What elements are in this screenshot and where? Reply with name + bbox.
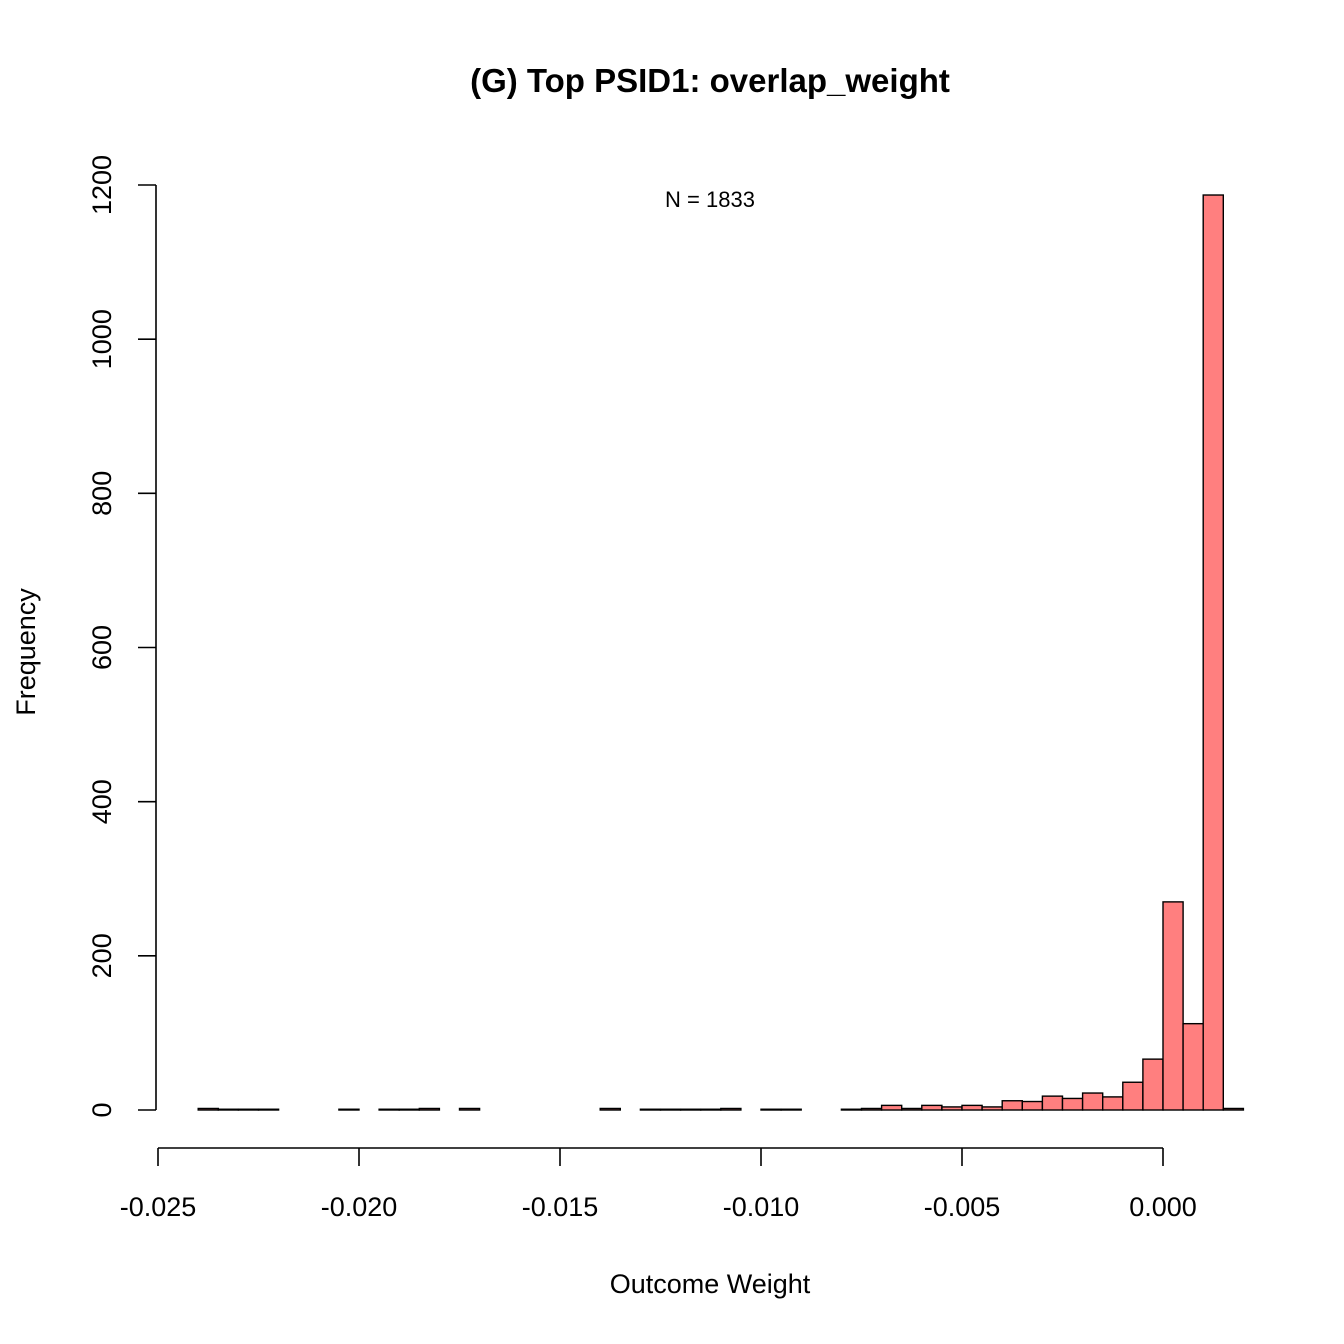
- histogram-bar: [1162, 901, 1184, 1111]
- histogram-bar: [1122, 1081, 1144, 1111]
- histogram-bar: [398, 1108, 421, 1111]
- y-tick-label: 600: [87, 625, 117, 670]
- y-tick-label: 400: [87, 779, 117, 824]
- histogram-bar: [1202, 194, 1224, 1111]
- histogram-bar: [1222, 1107, 1245, 1111]
- histogram-bar: [679, 1108, 702, 1111]
- histogram-bar: [1081, 1092, 1104, 1111]
- histogram-bar: [860, 1107, 883, 1111]
- histogram-bar: [378, 1108, 400, 1111]
- histogram-bar: [941, 1106, 963, 1111]
- n-annotation: N = 1833: [665, 187, 755, 212]
- histogram-bar: [338, 1108, 360, 1111]
- histogram-bar: [217, 1108, 240, 1111]
- x-tick-label: -0.015: [522, 1192, 599, 1222]
- histogram-bar: [257, 1108, 280, 1111]
- y-axis: 0 200 400 600 800 1000 1200: [87, 155, 157, 1118]
- histogram-bar: [659, 1108, 682, 1111]
- y-tick-label: 200: [87, 933, 117, 978]
- y-axis-label: Frequency: [11, 588, 41, 716]
- histogram-bar: [639, 1108, 662, 1111]
- histogram-bar: [1142, 1058, 1164, 1111]
- x-tick-label: -0.005: [924, 1192, 1001, 1222]
- histogram-bar: [1061, 1097, 1084, 1111]
- y-tick-label: 1000: [87, 309, 117, 369]
- y-tick-label: 1200: [87, 155, 117, 215]
- histogram-bar: [981, 1106, 1003, 1111]
- histogram-bar: [901, 1107, 923, 1111]
- x-axis-label: Outcome Weight: [610, 1269, 811, 1299]
- histogram-bar: [418, 1107, 441, 1111]
- histogram-bar: [700, 1108, 722, 1111]
- histogram-bar: [780, 1108, 802, 1111]
- histogram-bar: [880, 1104, 903, 1111]
- histogram-bar: [458, 1107, 481, 1111]
- x-axis: -0.025 -0.020 -0.015 -0.010 -0.005 0.000: [120, 1147, 1197, 1222]
- x-tick-label: 0.000: [1129, 1192, 1197, 1222]
- histogram-bar: [1021, 1100, 1044, 1111]
- x-tick-label: -0.025: [120, 1192, 197, 1222]
- y-tick-label: 800: [87, 471, 117, 516]
- histogram-bar: [197, 1107, 219, 1111]
- histogram-bar: [1182, 1022, 1204, 1111]
- histogram-bar: [237, 1108, 260, 1111]
- histogram-bar: [1041, 1095, 1064, 1111]
- histogram-bar: [599, 1107, 622, 1111]
- histogram-bar: [840, 1108, 863, 1111]
- chart-title: (G) Top PSID1: overlap_weight: [470, 62, 950, 99]
- y-tick-label: 0: [87, 1102, 117, 1117]
- histogram-bar: [961, 1104, 983, 1111]
- histogram-bar: [1001, 1100, 1024, 1111]
- histogram-bar: [760, 1108, 782, 1111]
- histogram-bars: [197, 194, 1245, 1111]
- histogram-bar: [921, 1104, 943, 1111]
- x-tick-label: -0.010: [723, 1192, 800, 1222]
- histogram-bar: [1101, 1096, 1124, 1111]
- x-tick-label: -0.020: [321, 1192, 398, 1222]
- histogram-bar: [720, 1107, 742, 1111]
